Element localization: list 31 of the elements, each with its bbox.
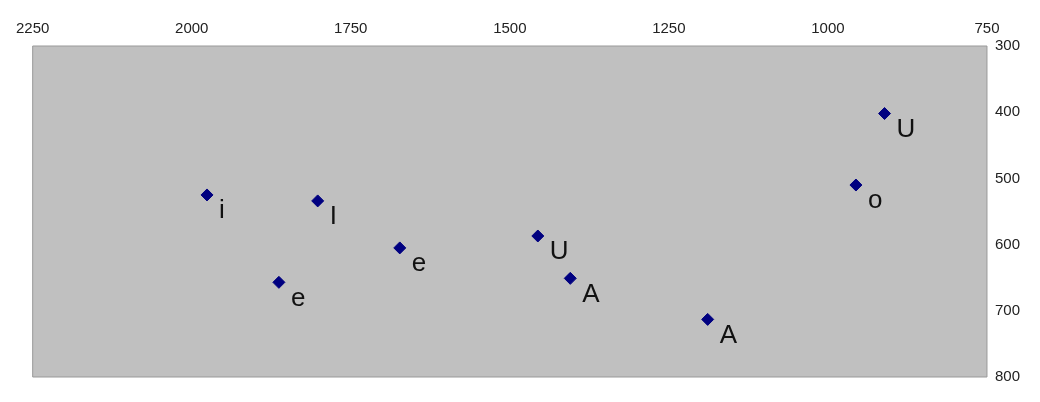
x-tick-label: 1000 xyxy=(811,19,845,37)
y-tick-label: 300 xyxy=(994,36,1020,54)
y-tick-label: 700 xyxy=(994,300,1020,318)
x-tick-label: 1750 xyxy=(334,19,368,37)
annotation: U xyxy=(896,112,916,143)
annotation: I xyxy=(329,200,337,231)
point xyxy=(272,275,286,289)
y-tick-label: 600 xyxy=(994,234,1020,252)
point xyxy=(701,312,715,326)
point xyxy=(849,178,863,192)
point xyxy=(563,271,577,285)
y-tick-label: 800 xyxy=(994,367,1020,385)
x-tick-label: 750 xyxy=(974,19,1000,37)
annotation: A xyxy=(582,277,601,308)
point xyxy=(393,241,407,255)
point xyxy=(311,194,325,208)
point xyxy=(200,188,214,202)
point xyxy=(878,107,892,121)
annotation: i xyxy=(219,194,225,225)
annotation: e xyxy=(411,247,427,278)
annotation: o xyxy=(867,184,883,215)
x-tick-label: 2000 xyxy=(175,19,209,37)
point xyxy=(531,229,545,243)
x-tick-label: 2250 xyxy=(16,19,50,37)
y-tick-label: 500 xyxy=(994,168,1020,186)
annotation: A xyxy=(719,318,738,349)
annotation: U xyxy=(549,235,569,266)
x-tick-label: 1250 xyxy=(652,19,686,37)
y-tick-label: 400 xyxy=(994,102,1020,120)
annotation: e xyxy=(290,281,306,312)
x-tick-label: 1500 xyxy=(493,19,527,37)
